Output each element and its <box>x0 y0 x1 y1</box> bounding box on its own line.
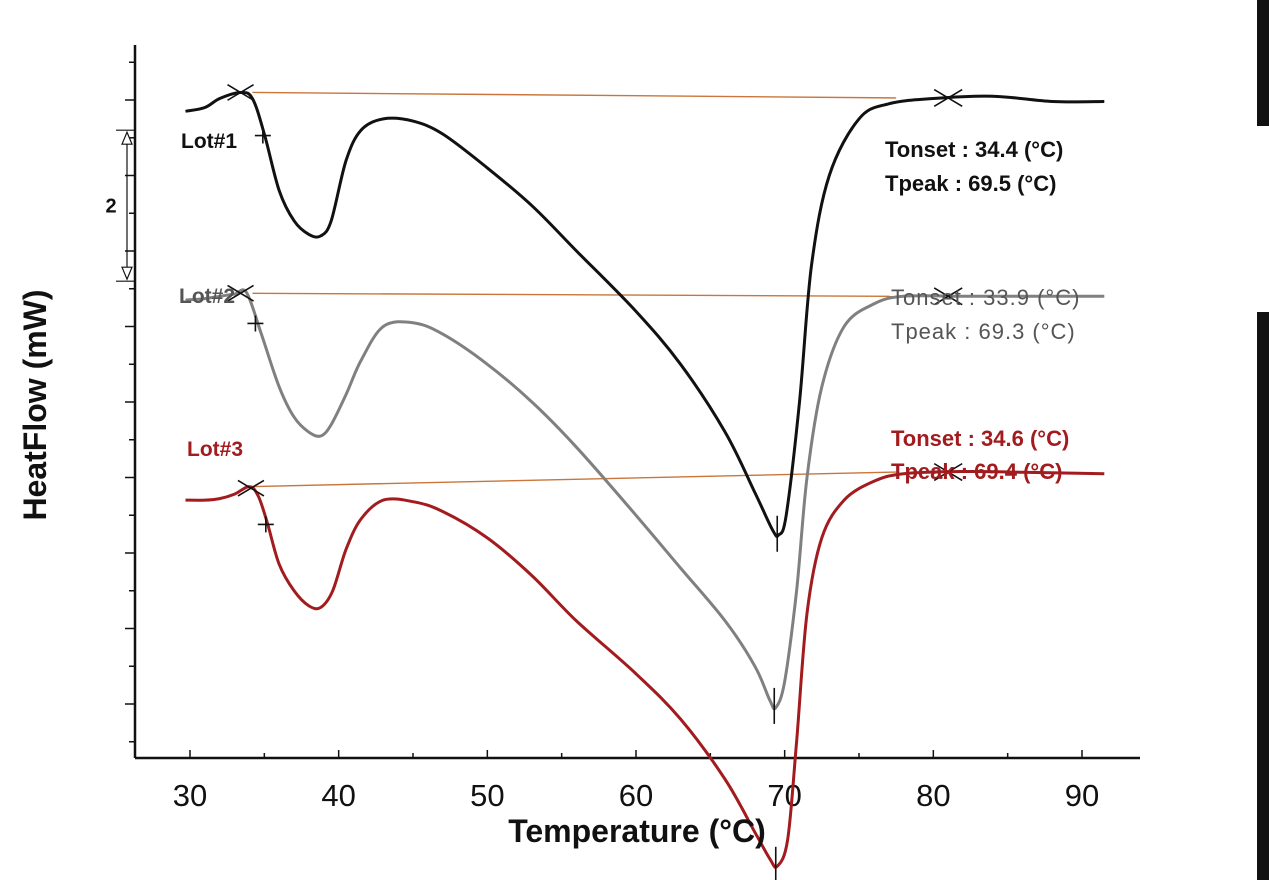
baseline-Lot2 <box>252 292 897 297</box>
edge-bar-top <box>1257 0 1269 126</box>
baselines <box>252 91 897 488</box>
x-tick-label: 40 <box>321 778 355 813</box>
baseline-start-marker <box>227 284 254 302</box>
baseline-Lot3 <box>252 471 897 488</box>
x-tick-label: 50 <box>470 778 504 813</box>
y-axis-title: HeatFlow (mW) <box>17 289 53 520</box>
baseline-end-marker <box>933 462 963 482</box>
scale-bar-arrow-up <box>121 130 133 145</box>
series-label: Lot#1 <box>181 130 237 153</box>
x-axis-title: Temperature (°C) <box>508 813 766 849</box>
onset-marker <box>254 127 271 144</box>
axes: 30 40 50 60 70 80 90 2 <box>105 45 1140 813</box>
curves <box>185 90 1105 869</box>
tpeak-annotation: Tpeak : 69.5 (°C) <box>885 171 1056 196</box>
edge-bar-bottom <box>1257 312 1269 880</box>
x-tick-label: 30 <box>173 778 207 813</box>
baseline-start-marker <box>237 479 265 497</box>
scale-bar-label: 2 <box>105 196 116 218</box>
series-label: Lot#2 <box>179 285 235 308</box>
scale-bar-arrow-down <box>121 266 133 281</box>
baseline-Lot1 <box>252 91 897 99</box>
markers <box>227 83 963 880</box>
tonset-annotation: Tonset : 34.4 (°C) <box>885 137 1063 162</box>
x-tick-label: 90 <box>1065 778 1099 813</box>
series-label: Lot#3 <box>187 438 243 461</box>
onset-marker <box>247 315 264 332</box>
tonset-annotation: Tonset : 34.6 (°C) <box>891 426 1069 451</box>
curve-Lot1 <box>185 90 1105 538</box>
x-tick-label: 70 <box>767 778 801 813</box>
curve-Lot3 <box>185 469 1105 869</box>
baseline-end-marker <box>933 88 963 108</box>
baseline-start-marker <box>227 83 254 101</box>
onset-marker <box>257 516 274 533</box>
labels: Lot#1 Tonset : 34.4 (°C) Tpeak : 69.5 (°C)… <box>179 130 1080 484</box>
tpeak-annotation: Tpeak : 69.3 (°C) <box>891 319 1076 344</box>
tpeak-annotation: Tpeak : 69.4 (°C) <box>891 459 1062 484</box>
baseline-end-marker <box>933 287 963 306</box>
x-tick-label: 80 <box>916 778 950 813</box>
tonset-annotation: Tonset : 33.9 (°C) <box>891 285 1080 310</box>
curve-Lot2 <box>185 288 1105 711</box>
x-tick-label: 60 <box>619 778 653 813</box>
